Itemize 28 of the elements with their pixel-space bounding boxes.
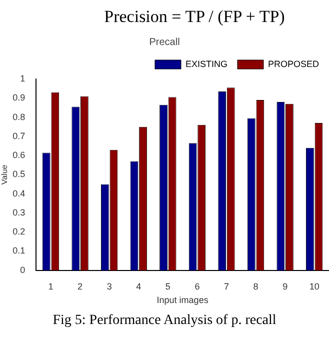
x-tick-label: 6 — [194, 281, 200, 292]
legend-label: PROPOSED — [268, 58, 320, 69]
y-tick-label: 0 — [20, 264, 26, 275]
y-tick-label: 0.4 — [12, 188, 26, 198]
x-tick-label: 10 — [309, 281, 320, 292]
y-tick-label: 0.8 — [12, 112, 26, 122]
chart-title: Precall — [149, 36, 180, 48]
x-tick-label: 4 — [136, 281, 142, 292]
x-tick-label: 2 — [78, 281, 83, 292]
text: Precision = TP / (FP + TP) — [103, 6, 286, 28]
y-tick-label: 0.2 — [12, 226, 26, 237]
y-tick-label: 1 — [20, 73, 26, 84]
x-tick-label: 7 — [224, 281, 229, 292]
x-axis-title: Input images — [156, 295, 209, 306]
y-tick-label: 0.9 — [12, 92, 26, 103]
y-tick-label: 0.6 — [12, 150, 26, 160]
y-tick-label: 0.7 — [12, 130, 26, 141]
x-tick-label: 8 — [253, 281, 258, 292]
y-tick-label: 0.1 — [12, 246, 26, 256]
caption: Fig 5: Performance Analysis of p. recall — [52, 312, 278, 330]
y-tick-label: 0.3 — [12, 207, 26, 218]
x-tick-label: 1 — [48, 281, 54, 292]
legend-label: EXISTING — [185, 58, 228, 69]
x-tick-label: 9 — [282, 281, 288, 292]
y-tick-label: 0.5 — [12, 169, 26, 180]
x-tick-label: 5 — [165, 281, 170, 292]
y-axis-title: Value — [0, 164, 10, 185]
x-tick-label: 3 — [106, 281, 112, 292]
